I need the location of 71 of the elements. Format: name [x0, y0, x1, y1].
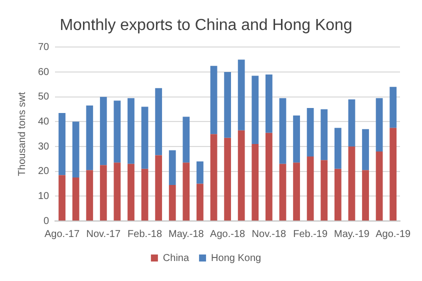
- bar: [100, 96, 107, 166]
- bar: [362, 170, 369, 220]
- bar: [390, 86, 397, 128]
- bar: [141, 168, 148, 220]
- bar: [376, 151, 383, 220]
- y-tick-label: 50: [38, 92, 50, 103]
- bar: [72, 122, 80, 178]
- bar: [390, 128, 397, 220]
- bar: [128, 98, 134, 164]
- x-tick-label: Ago.-17: [44, 228, 80, 240]
- x-tick-label: Nov.-17: [86, 228, 121, 240]
- bar: [252, 144, 259, 220]
- bar: [224, 138, 232, 220]
- bar: [210, 134, 218, 220]
- bar: [266, 74, 272, 133]
- bar: [72, 178, 80, 220]
- y-tick-label: 70: [38, 42, 50, 53]
- x-tick-label: Feb.-18: [128, 228, 162, 240]
- bar: [279, 98, 286, 164]
- bar: [168, 150, 176, 185]
- bar: [58, 175, 66, 220]
- chart-title: Monthly exports to China and Hong Kong: [60, 17, 352, 34]
- bar: [266, 132, 272, 220]
- x-tick-label: May.-18: [168, 228, 204, 240]
- bar: [376, 98, 383, 152]
- legend-label: Hong Kong: [211, 252, 262, 264]
- bar: [210, 66, 218, 134]
- bar: [155, 155, 162, 220]
- bar: [306, 156, 314, 220]
- y-tick-label: 20: [38, 166, 50, 178]
- bar: [58, 112, 66, 176]
- bar: [334, 168, 342, 220]
- x-tick-label: Ago.-19: [376, 228, 412, 240]
- bar: [86, 170, 94, 220]
- legend-label: China: [162, 252, 190, 264]
- x-tick-label: May.-19: [334, 228, 370, 240]
- bar: [114, 100, 121, 163]
- bar: [182, 162, 190, 220]
- x-tick-label: Ago.-18: [210, 228, 246, 240]
- y-tick-label: 0: [44, 216, 50, 227]
- bar: [196, 161, 204, 184]
- y-tick-label: 40: [38, 116, 50, 128]
- bar: [252, 76, 259, 144]
- bar: [168, 185, 176, 220]
- bar: [362, 129, 369, 170]
- bar: [141, 106, 148, 169]
- bar: [306, 108, 314, 156]
- bar: [348, 146, 356, 220]
- bar: [293, 162, 300, 220]
- bar: [279, 164, 286, 220]
- bar: [114, 162, 121, 220]
- bar: [100, 165, 107, 220]
- y-axis-title: Thousand tons swt: [16, 92, 28, 176]
- y-tick-label: 30: [38, 141, 50, 152]
- bar: [348, 99, 356, 147]
- y-tick-label: 60: [38, 66, 50, 78]
- bar: [155, 88, 162, 156]
- bar: [182, 116, 190, 163]
- bar: [128, 164, 134, 220]
- y-tick-label: 10: [38, 190, 50, 202]
- bar: [320, 109, 328, 160]
- bar: [238, 130, 245, 220]
- x-tick-label: Feb.-19: [293, 228, 328, 240]
- bar: [320, 160, 328, 220]
- bar: [86, 106, 94, 170]
- bar: [196, 184, 204, 220]
- x-tick-label: Nov.-18: [252, 228, 287, 240]
- bar: [224, 72, 232, 138]
- bar: [238, 60, 245, 130]
- bar: [334, 128, 342, 169]
- bar: [293, 115, 300, 163]
